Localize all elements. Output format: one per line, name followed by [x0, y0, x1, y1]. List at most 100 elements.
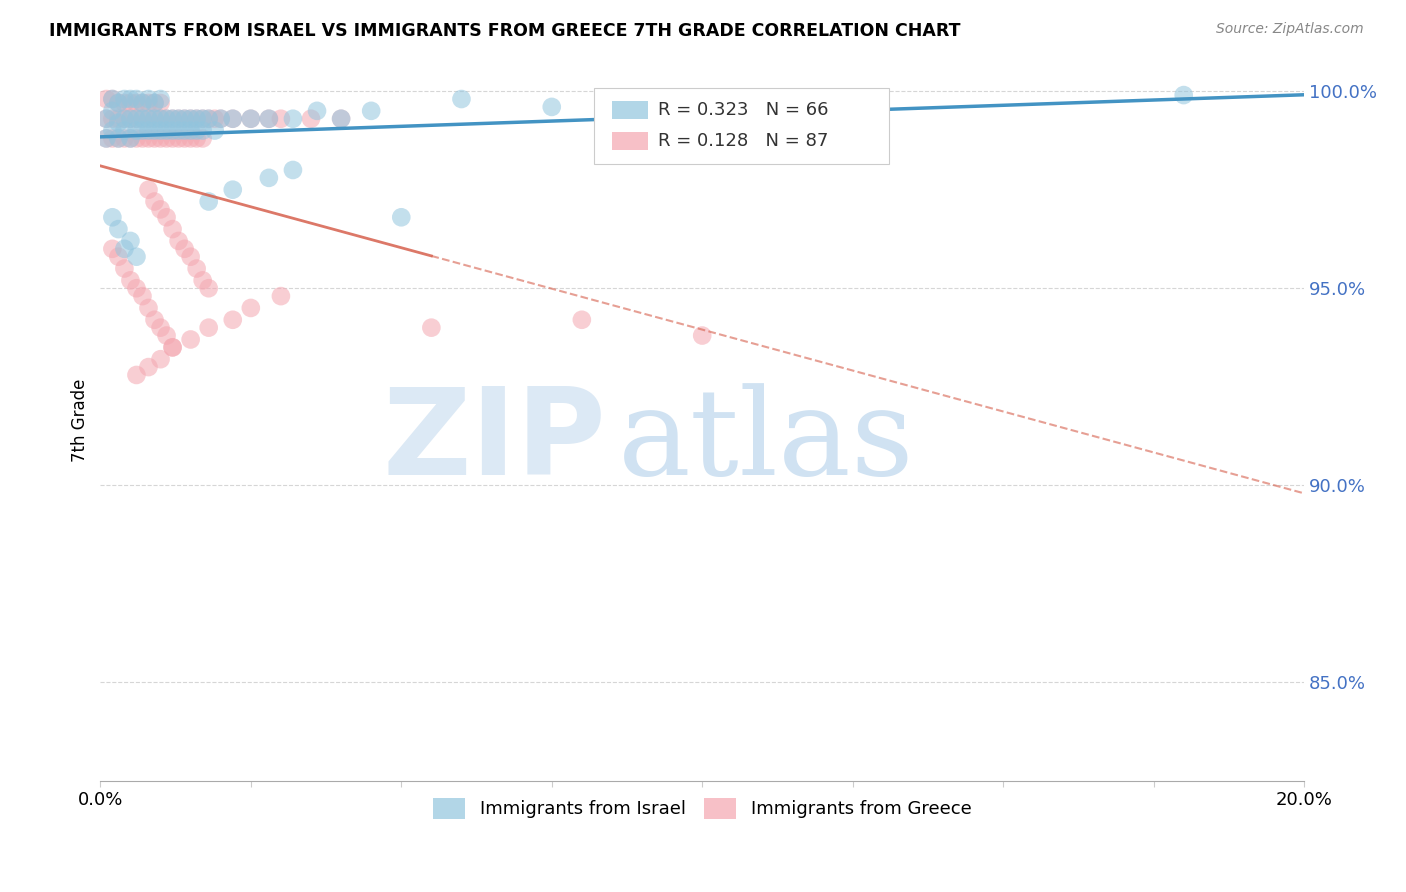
Point — [239, 112, 262, 126]
Point — [162, 112, 184, 126]
Point — [138, 183, 160, 197]
Point — [96, 131, 118, 145]
Point — [191, 131, 214, 145]
Point — [540, 100, 562, 114]
Point — [330, 112, 353, 126]
Point — [96, 112, 118, 126]
Point — [107, 95, 129, 110]
Point — [162, 123, 184, 137]
Point — [173, 131, 195, 145]
Point — [125, 92, 148, 106]
Point — [107, 116, 129, 130]
Point — [107, 250, 129, 264]
Point — [138, 92, 160, 106]
Point — [571, 312, 593, 326]
Point — [180, 131, 202, 145]
Point — [138, 123, 160, 137]
Point — [239, 301, 262, 315]
Point — [101, 112, 124, 126]
Point — [149, 112, 172, 126]
Point — [330, 112, 353, 126]
Point — [107, 222, 129, 236]
Point — [162, 222, 184, 236]
Point — [155, 211, 177, 225]
Point — [131, 131, 153, 145]
Point — [149, 202, 172, 217]
Point — [186, 131, 208, 145]
Point — [305, 103, 328, 118]
Point — [107, 95, 129, 110]
Point — [101, 103, 124, 118]
Point — [191, 112, 214, 126]
Point — [162, 340, 184, 354]
Point — [191, 273, 214, 287]
Legend: Immigrants from Israel, Immigrants from Greece: Immigrants from Israel, Immigrants from … — [426, 791, 979, 826]
Point — [131, 123, 153, 137]
Point — [138, 112, 160, 126]
Point — [162, 112, 184, 126]
Point — [197, 112, 219, 126]
Point — [143, 112, 166, 126]
Point — [162, 131, 184, 145]
Point — [143, 194, 166, 209]
Point — [138, 301, 160, 315]
Point — [120, 131, 142, 145]
Text: ZIP: ZIP — [382, 384, 606, 500]
Point — [186, 123, 208, 137]
Point — [204, 112, 226, 126]
Point — [138, 112, 160, 126]
Point — [125, 281, 148, 295]
Text: R = 0.323   N = 66: R = 0.323 N = 66 — [658, 101, 828, 120]
Point — [167, 234, 190, 248]
Point — [270, 112, 292, 126]
Point — [420, 320, 443, 334]
Point — [197, 281, 219, 295]
Point — [155, 112, 177, 126]
Point — [101, 92, 124, 106]
Point — [180, 123, 202, 137]
Point — [209, 112, 232, 126]
Point — [125, 123, 148, 137]
Text: atlas: atlas — [619, 384, 914, 500]
Point — [149, 352, 172, 367]
Point — [299, 112, 322, 126]
Text: R = 0.128   N = 87: R = 0.128 N = 87 — [658, 132, 828, 150]
FancyBboxPatch shape — [593, 88, 889, 164]
Point — [180, 250, 202, 264]
Point — [112, 131, 135, 145]
Point — [167, 112, 190, 126]
Point — [101, 123, 124, 137]
Point — [120, 131, 142, 145]
Point — [149, 92, 172, 106]
Point — [96, 92, 118, 106]
Point — [173, 242, 195, 256]
Point — [222, 312, 245, 326]
Point — [186, 112, 208, 126]
Point — [186, 112, 208, 126]
Point — [131, 112, 153, 126]
Point — [143, 312, 166, 326]
Point — [155, 328, 177, 343]
Point — [197, 320, 219, 334]
Point — [162, 340, 184, 354]
Point — [167, 112, 190, 126]
Point — [239, 112, 262, 126]
Point — [155, 131, 177, 145]
Point — [112, 95, 135, 110]
Text: Source: ZipAtlas.com: Source: ZipAtlas.com — [1216, 22, 1364, 37]
Point — [138, 95, 160, 110]
Point — [125, 368, 148, 382]
Point — [270, 289, 292, 303]
Point — [257, 112, 280, 126]
Point — [281, 163, 304, 178]
Text: IMMIGRANTS FROM ISRAEL VS IMMIGRANTS FROM GREECE 7TH GRADE CORRELATION CHART: IMMIGRANTS FROM ISRAEL VS IMMIGRANTS FRO… — [49, 22, 960, 40]
Point — [143, 95, 166, 110]
Point — [107, 112, 129, 126]
Point — [180, 112, 202, 126]
Point — [125, 250, 148, 264]
Point — [112, 112, 135, 126]
Point — [180, 112, 202, 126]
Point — [149, 320, 172, 334]
Point — [191, 123, 214, 137]
Point — [138, 360, 160, 375]
